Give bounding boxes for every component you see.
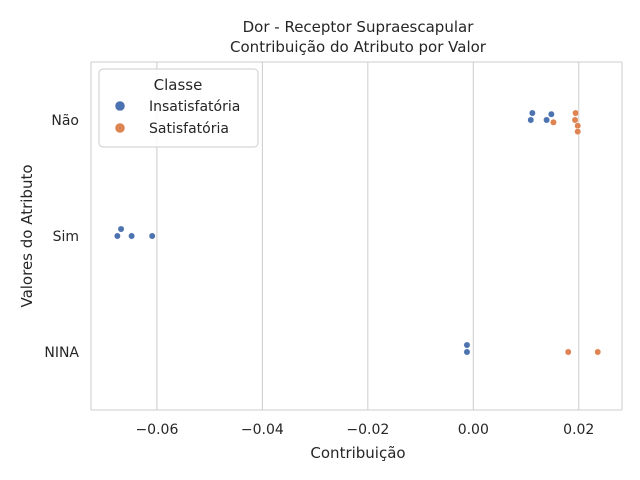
- data-point: [527, 116, 535, 124]
- data-points: [113, 109, 602, 356]
- x-tick-label: −0.04: [241, 422, 284, 438]
- x-axis-label: Contribuição: [310, 444, 405, 462]
- y-tick-label: Não: [51, 113, 79, 129]
- legend-label: Insatisfatória: [149, 99, 240, 115]
- data-point: [463, 348, 471, 356]
- chart-subtitle: Contribuição do Atributo por Valor: [230, 38, 487, 56]
- legend-label: Satisfatória: [149, 121, 229, 137]
- data-point: [572, 109, 580, 117]
- data-point: [528, 109, 536, 117]
- gridlines: [156, 62, 580, 410]
- data-point: [571, 116, 579, 124]
- data-point: [543, 116, 551, 124]
- y-tick-label: Sim: [53, 229, 79, 245]
- data-point: [564, 348, 572, 356]
- data-point: [463, 341, 471, 349]
- x-tick-label: 0.00: [458, 422, 489, 438]
- x-tick-labels: −0.06 −0.04 −0.02 0.00 0.02: [135, 422, 594, 438]
- y-tick-label: NINA: [44, 345, 79, 361]
- legend: Classe Insatisfatória Satisfatória: [98, 68, 259, 148]
- data-point: [549, 118, 557, 126]
- x-tick-label: −0.06: [135, 422, 178, 438]
- legend-marker: [114, 100, 126, 112]
- y-tick-labels: Não Sim NINA: [44, 113, 79, 361]
- legend-box: [98, 68, 259, 148]
- x-tick-label: −0.02: [346, 422, 389, 438]
- data-point: [148, 232, 156, 240]
- data-point: [594, 348, 602, 356]
- data-point: [547, 110, 555, 118]
- data-point: [128, 232, 136, 240]
- legend-marker: [114, 122, 126, 134]
- legend-title: Classe: [154, 76, 203, 94]
- data-point: [574, 122, 582, 130]
- chart-title: Dor - Receptor Supraescapular: [243, 18, 475, 36]
- data-point: [117, 225, 125, 233]
- x-tick-label: 0.02: [563, 422, 594, 438]
- data-point: [113, 232, 121, 240]
- y-axis-label: Valores do Atributo: [18, 164, 36, 307]
- data-point: [574, 128, 582, 136]
- legend-items: Insatisfatória Satisfatória: [114, 99, 240, 137]
